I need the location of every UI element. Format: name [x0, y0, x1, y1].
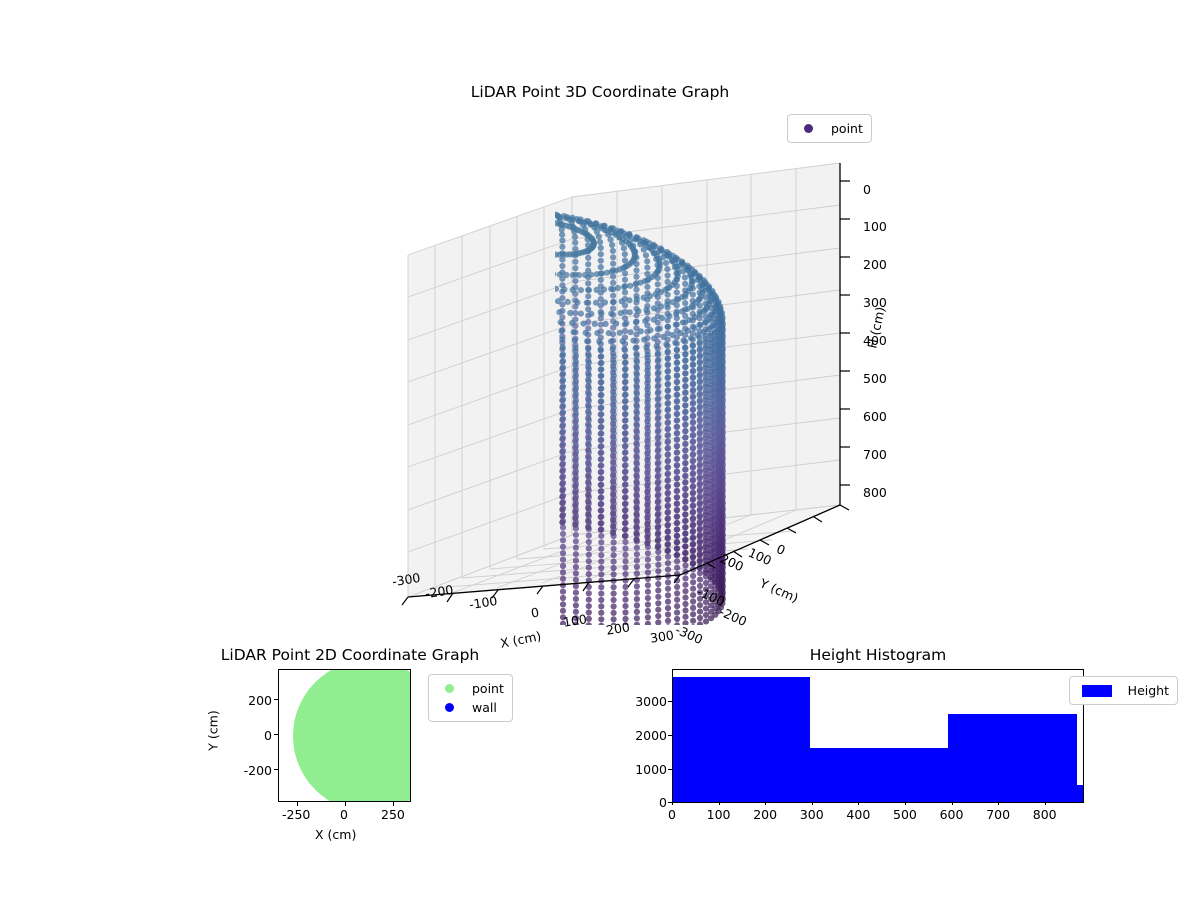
histogram-xtickmark-6 — [951, 801, 953, 805]
wall-marker-icon — [445, 703, 454, 712]
histogram-xtick-0: 0 — [668, 807, 676, 822]
scatter2d-xtickmark-2 — [393, 802, 394, 806]
legend-label-height: Height — [1127, 683, 1169, 698]
scatter2d-xtick-2: 250 — [381, 807, 405, 822]
histogram-axes — [672, 669, 1084, 803]
histogram-ytick-2: 2000 — [635, 728, 667, 743]
scatter2d-axes — [278, 669, 411, 802]
scatter3d-ztick-4: 400 — [863, 333, 887, 348]
scatter3d-ztick-3: 300 — [863, 295, 887, 310]
histogram-xtick-3: 300 — [799, 807, 824, 822]
histogram-ytickmark-0 — [668, 802, 672, 803]
scatter2d-xtickmark-1 — [345, 802, 346, 806]
scatter2d-xtickmark-0 — [297, 802, 298, 806]
histogram-xtick-4: 400 — [846, 807, 871, 822]
scatter2d-ytick-2: -200 — [243, 763, 272, 778]
scatter2d-xlabel: X (cm) — [315, 827, 357, 842]
histogram-xtick-7: 700 — [986, 807, 1011, 822]
histogram-xtickmark-8 — [1044, 801, 1046, 805]
histogram-ytick-1: 1000 — [635, 762, 667, 777]
legend-entry-point: point — [796, 119, 863, 138]
legend-label-wall: wall — [472, 700, 497, 715]
scatter2d-xtick-0: -250 — [282, 807, 311, 822]
histogram-xtick-1: 100 — [706, 807, 731, 822]
scatter3d-canvas — [401, 162, 850, 625]
scatter3d-ztick-1: 100 — [863, 219, 887, 234]
scatter2d-legend[interactable]: point wall — [428, 674, 513, 722]
axes3d-gridlines — [407, 162, 841, 598]
histogram-xtick-5: 500 — [893, 807, 917, 822]
lidar-point-cloud-3d — [555, 211, 726, 625]
scatter3d-title: LiDAR Point 3D Coordinate Graph — [470, 83, 730, 101]
histogram-ytick-0: 0 — [659, 795, 667, 810]
histogram-ytickmark-3 — [668, 701, 672, 702]
scatter2d-ytick-1: 0 — [264, 728, 272, 743]
histogram-ytickmark-1 — [668, 769, 672, 770]
scatter3d-ztick-5: 500 — [863, 371, 887, 386]
histogram-xtickmark-5 — [904, 801, 906, 805]
histogram-legend[interactable]: Height — [1068, 676, 1178, 705]
histogram-xtick-8: 800 — [1032, 807, 1057, 822]
histogram-bar — [810, 747, 948, 802]
legend-label-point: point — [831, 121, 863, 136]
scatter3d-legend[interactable]: point — [787, 114, 872, 143]
scatter2d-ylabel: Y (cm) — [205, 710, 221, 751]
scatter3d-axes: -300 -200 -100 0 100 200 300 X (cm) 200 … — [380, 105, 900, 651]
scatter2d-ytickmark-1 — [274, 734, 278, 735]
histogram-xtickmark-3 — [811, 801, 813, 805]
point-marker-icon — [804, 124, 813, 133]
histogram-xtickmark-1 — [718, 801, 720, 805]
lidar-point-cloud-2d — [293, 670, 410, 801]
histogram-xtickmark-4 — [858, 801, 860, 805]
scatter3d-ztick-0: 0 — [863, 182, 871, 197]
height-bar-icon — [1081, 684, 1112, 697]
scatter2d-ytickmark-0 — [274, 699, 278, 700]
histogram-ytickmark-2 — [668, 735, 672, 736]
scatter2d-xtick-1: 0 — [340, 807, 348, 822]
histogram-xtick-6: 600 — [939, 807, 964, 822]
scatter3d-ztick-7: 700 — [863, 447, 887, 462]
legend-entry-point: point — [437, 679, 504, 698]
scatter2d-ytickmark-2 — [274, 769, 278, 770]
scatter3d-ztick-2: 200 — [863, 257, 887, 272]
histogram-ytick-3: 3000 — [635, 694, 667, 709]
histogram-bar — [673, 676, 811, 802]
histogram-xtick-2: 200 — [753, 807, 778, 822]
histogram-xtickmark-7 — [998, 801, 1000, 805]
scatter2d-ytick-0: 200 — [248, 693, 272, 708]
histogram-bar — [1077, 785, 1083, 802]
histogram-title: Height Histogram — [809, 646, 947, 664]
scatter3d-ztick-6: 600 — [863, 409, 887, 424]
legend-label-point: point — [472, 681, 504, 696]
axes3d-tickmarks — [401, 180, 850, 606]
histogram-xtickmark-0 — [672, 801, 673, 805]
scatter3d-ztick-8: 800 — [863, 485, 887, 500]
point-marker-icon — [445, 684, 454, 693]
histogram-xtickmark-2 — [765, 801, 767, 805]
scatter2d-title: LiDAR Point 2D Coordinate Graph — [220, 646, 480, 664]
legend-entry-height: Height — [1078, 681, 1169, 700]
legend-entry-wall: wall — [437, 698, 504, 717]
histogram-bar — [947, 714, 1078, 802]
